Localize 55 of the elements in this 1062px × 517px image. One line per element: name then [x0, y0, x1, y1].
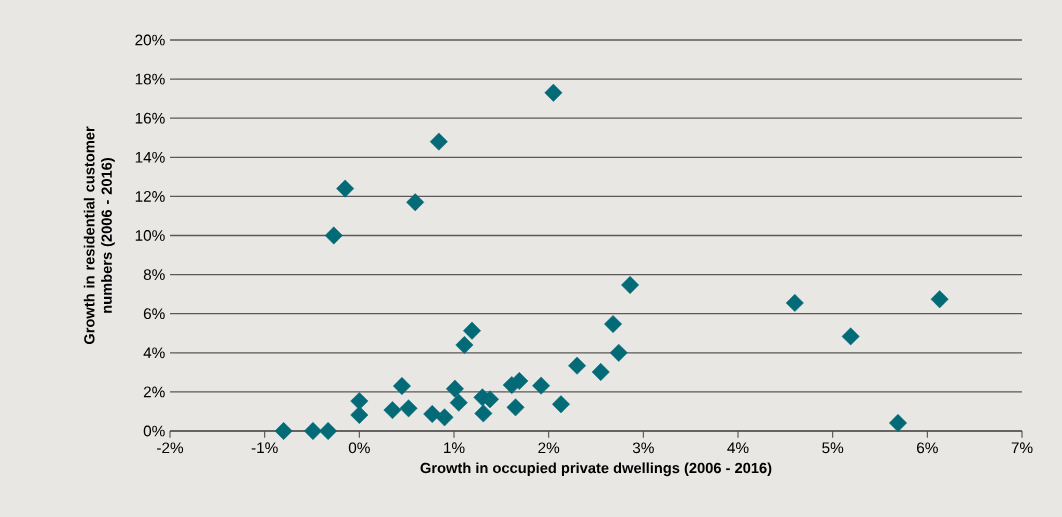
y-tick-label: 10% [135, 230, 165, 241]
y-tick-label: 12% [135, 191, 165, 202]
point [350, 392, 369, 411]
point [889, 414, 907, 432]
point [383, 401, 402, 420]
y-tick-label: 4% [143, 347, 165, 359]
y-tick-label: 14% [135, 151, 165, 163]
point [785, 294, 804, 312]
y-tick-label: 20% [135, 34, 165, 46]
y-tick-label: 18% [135, 73, 165, 85]
point [506, 398, 525, 417]
x-axis-title: Growth in occupied private dwellings (2006 - 2016) [420, 462, 772, 477]
point [304, 422, 322, 440]
x-tick-label: -1% [251, 442, 278, 454]
point [609, 343, 628, 362]
x-tick-label: -2% [157, 442, 184, 454]
x-tick-label: 1% [444, 442, 465, 454]
point [446, 379, 464, 398]
point [435, 408, 454, 427]
x-tick-label: 3% [632, 442, 654, 454]
x-tick-label: 0% [348, 442, 370, 454]
point [604, 315, 622, 333]
point [621, 276, 640, 294]
y-tick-label: 6% [143, 308, 165, 320]
x-tick-label: 4% [727, 442, 749, 454]
point [930, 290, 949, 309]
point [568, 356, 587, 375]
point [552, 395, 570, 414]
point [591, 363, 610, 381]
y-tick-label: 16% [135, 112, 165, 124]
point [392, 377, 411, 395]
point [324, 226, 343, 245]
point [429, 132, 448, 151]
y-tick-label: 2% [143, 386, 165, 398]
y-tick-label: 8% [143, 269, 165, 281]
point [532, 376, 551, 395]
x-tick-label: 7% [1011, 442, 1033, 454]
point [544, 83, 563, 102]
point [423, 405, 442, 423]
point [455, 336, 474, 354]
point [399, 399, 418, 418]
point [350, 406, 369, 424]
point [336, 179, 355, 198]
point [449, 393, 468, 412]
y-axis-title: Growth in residential customer numbers (2006 - 2016) [83, 126, 115, 345]
point [319, 422, 338, 440]
x-tick-label: 6% [917, 442, 938, 454]
point [474, 404, 493, 423]
point [274, 422, 293, 440]
point [463, 321, 481, 340]
x-tick-label: 2% [538, 442, 560, 454]
point [406, 193, 425, 212]
x-tick-label: 5% [822, 442, 844, 454]
y-tick-label: 0% [143, 425, 165, 437]
point [841, 327, 860, 346]
